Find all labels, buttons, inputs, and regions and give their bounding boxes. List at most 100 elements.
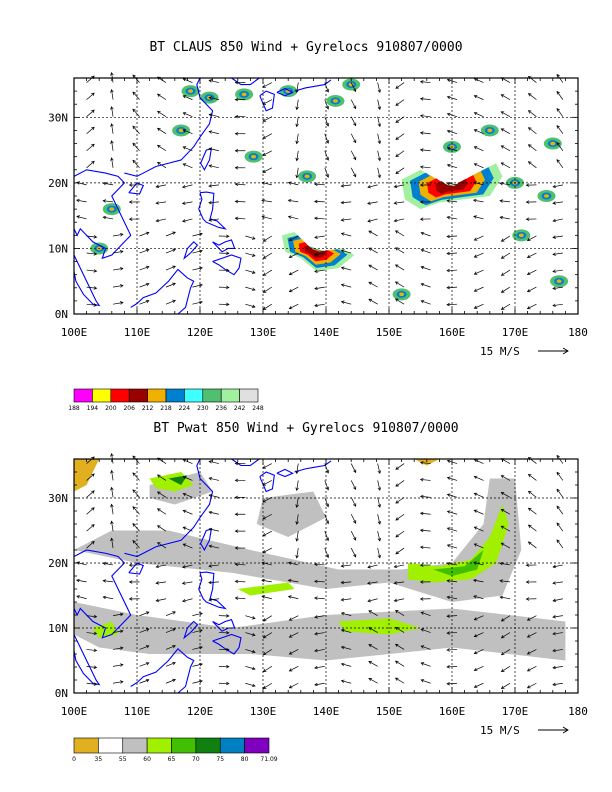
- wind-arrow: [235, 183, 246, 186]
- wind-arrow: [395, 133, 405, 140]
- wind-arrowhead: [446, 146, 451, 151]
- wind-arrow: [420, 479, 431, 481]
- wind-arrowhead: [262, 651, 267, 656]
- wind-arrowhead: [340, 628, 345, 633]
- wind-arrowhead: [234, 546, 239, 550]
- wind-arrowhead: [314, 286, 318, 291]
- wind-arrowhead: [288, 634, 293, 638]
- wind-arrowhead: [314, 235, 318, 239]
- wind-arrow: [341, 680, 352, 684]
- wind-arrowhead: [446, 129, 451, 134]
- wind-arrowhead: [156, 161, 161, 166]
- wind-arrowhead: [368, 661, 372, 665]
- wind-arrowhead: [128, 217, 133, 221]
- wind-arrowhead: [208, 130, 213, 134]
- wind-arrowhead: [132, 539, 136, 544]
- wind-arrow: [324, 133, 329, 144]
- wind-arrow: [500, 182, 511, 186]
- wind-arrowhead: [251, 287, 256, 291]
- wind-arrow: [552, 682, 563, 686]
- coastline: [73, 634, 101, 686]
- wind-arrow: [86, 92, 95, 100]
- colorbar-label: 224: [179, 405, 191, 412]
- wind-arrowhead: [368, 281, 372, 285]
- wind-arrowhead: [314, 615, 318, 619]
- coastline: [276, 468, 294, 478]
- wind-arrow: [377, 167, 381, 178]
- wind-arrowhead: [340, 662, 345, 667]
- wind-arrow: [341, 218, 352, 221]
- wind-arrow: [235, 217, 246, 220]
- wind-arrow: [183, 476, 193, 481]
- wind-arrowhead: [295, 89, 299, 94]
- wind-arrowhead: [500, 306, 505, 310]
- wind-arrowhead: [446, 78, 451, 83]
- wind-arrow: [86, 666, 97, 668]
- wind-arrowhead: [156, 525, 161, 529]
- wind-arrow: [113, 268, 123, 271]
- wind-arrowhead: [155, 184, 160, 189]
- wind-arrowhead: [234, 596, 239, 600]
- wind-arrow: [447, 544, 458, 549]
- wind-arrowhead: [132, 489, 136, 493]
- colorbar-swatch: [195, 737, 221, 754]
- wind-arrow: [263, 666, 273, 672]
- colorbar-label: 65: [168, 756, 176, 763]
- wind-arrowhead: [93, 614, 98, 619]
- wind-arrow: [208, 564, 219, 567]
- wind-arrowhead: [110, 89, 114, 93]
- wind-arrowhead: [325, 537, 330, 542]
- wind-arrow: [501, 128, 511, 135]
- wind-arrowhead: [234, 512, 239, 516]
- wind-arrowhead: [473, 595, 477, 599]
- wind-arrowhead: [110, 520, 114, 525]
- wind-arrowhead: [395, 500, 399, 504]
- wind-arrowhead: [419, 580, 424, 584]
- wind-arrowhead: [234, 166, 239, 170]
- wind-arrowhead: [262, 118, 266, 122]
- wind-arrow: [420, 132, 431, 135]
- wind-arrow: [209, 165, 219, 169]
- wind-arrowhead: [340, 249, 345, 253]
- wind-arrowhead: [132, 455, 136, 460]
- wind-arrowhead: [251, 616, 256, 620]
- wind-arrowhead: [208, 200, 212, 205]
- wind-arrow: [183, 493, 193, 498]
- wind-arrowhead: [472, 198, 477, 203]
- wind-arrowhead: [102, 199, 107, 203]
- wind-arrow: [420, 115, 431, 118]
- wind-arrowhead: [419, 217, 424, 221]
- wind-arrowhead: [93, 682, 98, 686]
- wind-arrowhead: [119, 284, 124, 288]
- wind-arrowhead: [473, 129, 478, 133]
- wind-arrowhead: [325, 157, 330, 161]
- wind-arrowhead: [295, 106, 299, 111]
- wind-arrowhead: [91, 524, 95, 528]
- lat-label: 20N: [48, 557, 68, 570]
- wind-arrowhead: [93, 648, 98, 653]
- wind-arrowhead: [377, 470, 382, 475]
- wind-arrowhead: [395, 550, 399, 555]
- wind-arrowhead: [353, 520, 357, 524]
- wind-arrow: [474, 303, 484, 309]
- wind-arrowhead: [226, 268, 230, 273]
- wind-arrow: [553, 218, 563, 222]
- coastline: [200, 528, 213, 552]
- wind-arrowhead: [473, 667, 478, 672]
- wind-arrowhead: [446, 95, 451, 100]
- wind-arrow: [157, 93, 167, 100]
- wind-arrowhead: [91, 473, 95, 477]
- wind-arrow: [157, 542, 167, 549]
- wind-arrowhead: [93, 235, 98, 239]
- wind-arrow: [86, 75, 95, 83]
- wind-arrow: [245, 615, 256, 619]
- wind-arrowhead: [287, 578, 292, 583]
- wind-arrowhead: [182, 184, 186, 189]
- wind-arrowhead: [420, 679, 425, 683]
- wind-arrowhead: [419, 545, 424, 550]
- wind-arrow: [183, 129, 193, 135]
- wind-arrowhead: [226, 681, 230, 686]
- wind-arrowhead: [340, 184, 345, 188]
- wind-arrow: [447, 477, 458, 481]
- wind-arrowhead: [527, 541, 532, 545]
